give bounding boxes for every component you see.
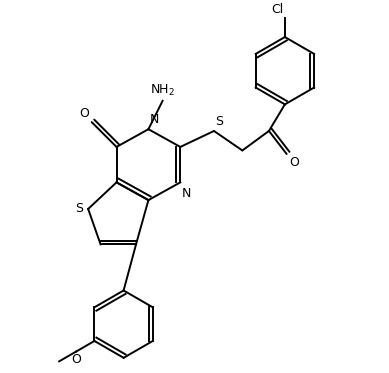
- Text: NH$_2$: NH$_2$: [150, 83, 175, 98]
- Text: S: S: [215, 115, 223, 128]
- Text: N: N: [150, 113, 159, 126]
- Text: O: O: [289, 156, 300, 169]
- Text: Cl: Cl: [271, 3, 283, 16]
- Text: O: O: [71, 353, 81, 366]
- Text: S: S: [75, 203, 83, 216]
- Text: N: N: [182, 186, 191, 200]
- Text: O: O: [79, 107, 89, 120]
